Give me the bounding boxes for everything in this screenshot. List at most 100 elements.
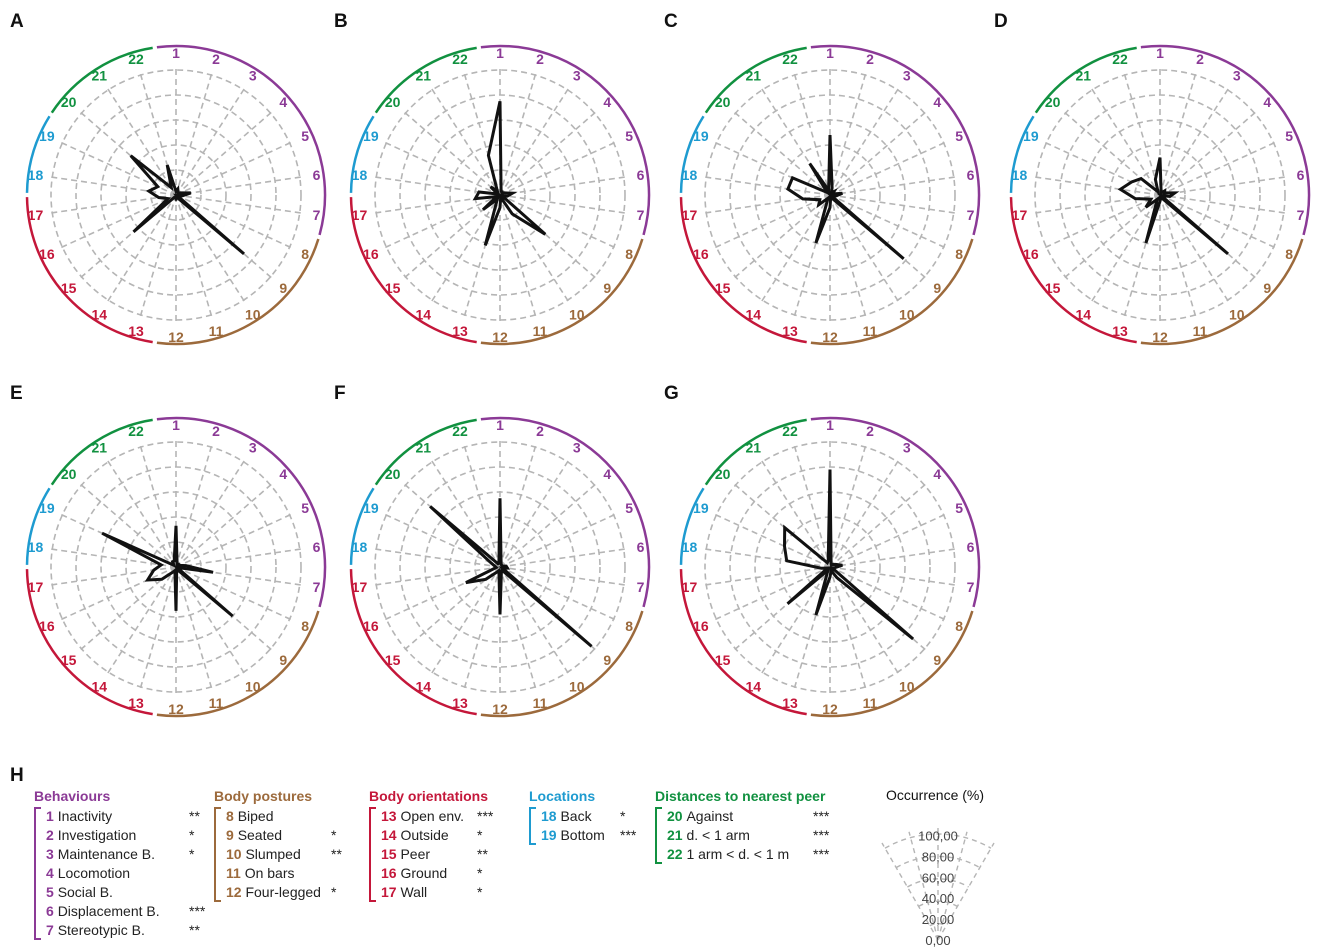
- legend-item-label: On bars: [244, 865, 295, 881]
- grid-spoke: [175, 566, 246, 676]
- legend-item-16: 16 Ground *: [381, 864, 488, 883]
- category-arc-postures: [480, 610, 644, 718]
- category-arc-distances: [1034, 46, 1137, 114]
- axis-label-16: 16: [39, 246, 55, 262]
- axis-label-9: 9: [279, 652, 287, 668]
- axis-label-19: 19: [1023, 128, 1039, 144]
- scale-tick-label: 40,00: [922, 891, 955, 906]
- grid-spoke: [175, 141, 293, 196]
- axis-label-19: 19: [693, 500, 709, 516]
- axis-label-15: 15: [61, 652, 77, 668]
- scale-ring: [884, 833, 992, 849]
- axis-label-7: 7: [313, 207, 321, 223]
- axis-label-5: 5: [301, 128, 309, 144]
- axis-label-5: 5: [955, 128, 963, 144]
- axis-label-6: 6: [967, 539, 975, 555]
- data-series-a: [129, 154, 245, 256]
- axis-label-15: 15: [1045, 280, 1061, 296]
- data-series-c: [786, 134, 905, 260]
- axis-label-2: 2: [212, 51, 220, 67]
- scale-ring: [929, 922, 947, 927]
- category-arc-orientations: [349, 197, 477, 344]
- category-arc-behaviours: [1140, 44, 1311, 236]
- legend-item-significance: **: [189, 922, 200, 938]
- scale-tick-label: 60,00: [922, 870, 955, 885]
- axis-label-10: 10: [569, 306, 585, 322]
- legend-item-label: Biped: [237, 808, 274, 824]
- grid-spoke: [49, 175, 177, 196]
- legend-item-label: Inactivity: [57, 808, 113, 824]
- panel-label-c: C: [664, 11, 678, 32]
- axis-label-15: 15: [715, 652, 731, 668]
- legend-item-label: Outside: [400, 827, 449, 843]
- grid-spoke: [1159, 194, 1197, 319]
- grid-ring: [150, 169, 202, 221]
- axis-label-19: 19: [363, 500, 379, 516]
- category-arc-distances: [374, 46, 477, 114]
- category-arc-behaviours: [810, 44, 981, 236]
- grid-spoke: [703, 547, 831, 568]
- axis-label-2: 2: [536, 423, 544, 439]
- axis-label-20: 20: [715, 94, 731, 110]
- grid-spoke: [1159, 194, 1230, 304]
- legend-item-1: 1 Inactivity **: [46, 807, 200, 826]
- grid-spoke: [760, 458, 831, 568]
- axis-label-15: 15: [385, 280, 401, 296]
- grid-spoke: [793, 443, 831, 568]
- grid-spoke: [78, 110, 177, 196]
- legend-item-significance: *: [477, 827, 483, 843]
- grid-ring: [150, 541, 202, 593]
- axis-label-3: 3: [573, 440, 581, 456]
- grid-spoke: [175, 566, 293, 621]
- legend-item-number: 15: [381, 846, 401, 862]
- axis-label-7: 7: [1297, 207, 1305, 223]
- legend-item-significance: ***: [620, 827, 637, 843]
- legend-item-number: 18: [541, 808, 561, 824]
- grid-spoke: [175, 194, 293, 249]
- category-arc-locations: [679, 115, 705, 193]
- grid-spoke: [373, 566, 501, 587]
- legend-item-number: 12: [226, 884, 246, 900]
- legend-item-label: Four-legged: [245, 884, 321, 900]
- axis-label-4: 4: [279, 466, 287, 482]
- legend-title-behaviours: Behaviours: [34, 788, 111, 804]
- legend-item-number: 8: [226, 808, 238, 824]
- legend-item-label: Bottom: [560, 827, 605, 843]
- legend-item-label: Back: [560, 808, 592, 824]
- category-arc-behaviours: [156, 44, 327, 236]
- legend-item-number: 9: [226, 827, 238, 843]
- axis-label-17: 17: [1012, 207, 1028, 223]
- legend-item-significance: ***: [813, 808, 830, 824]
- axis-label-18: 18: [682, 539, 698, 555]
- axis-label-1: 1: [496, 417, 504, 433]
- panel-label-e: E: [10, 383, 23, 404]
- axis-label-19: 19: [39, 500, 55, 516]
- legend-item-label: d. < 1 arm: [686, 827, 750, 843]
- axis-label-17: 17: [682, 579, 698, 595]
- category-arc-locations: [679, 487, 705, 565]
- legend-item-label: Wall: [400, 884, 428, 900]
- axis-label-4: 4: [933, 94, 941, 110]
- legend-title-postures: Body postures: [214, 788, 313, 804]
- legend-item-label: Stereotypic B.: [57, 922, 145, 938]
- scale-tick-label: 100,00: [918, 829, 958, 844]
- axis-label-7: 7: [313, 579, 321, 595]
- axis-label-8: 8: [301, 246, 309, 262]
- legend-list-distances: 20 Against *** 21 d. < 1 arm *** 22 1 arm < …: [655, 807, 829, 864]
- axis-label-8: 8: [1285, 246, 1293, 262]
- axis-label-15: 15: [385, 652, 401, 668]
- axis-label-14: 14: [745, 306, 761, 322]
- category-arc-distances: [50, 418, 153, 486]
- axis-label-18: 18: [682, 167, 698, 183]
- category-arc-postures: [480, 238, 644, 346]
- grid-spoke: [829, 71, 867, 196]
- legend-item-number: 13: [381, 808, 401, 824]
- grid-spoke: [760, 566, 831, 676]
- grid-spoke: [760, 194, 831, 304]
- grid-spoke: [499, 566, 570, 676]
- axis-label-16: 16: [363, 246, 379, 262]
- axis-label-18: 18: [1012, 167, 1028, 183]
- grid-spoke: [829, 175, 957, 196]
- grid-ring: [1134, 169, 1186, 221]
- axis-label-2: 2: [1196, 51, 1204, 67]
